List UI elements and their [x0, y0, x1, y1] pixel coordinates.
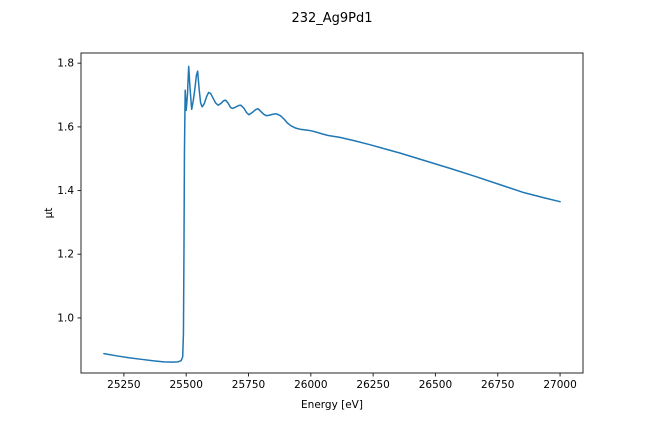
spectrum-line — [103, 65, 561, 363]
y-tick-label: 1.2 — [57, 249, 74, 261]
axis-ticks: 25250 25500 25750 26000 26250 26500 26750 27000… — [57, 58, 576, 391]
chart-title: 232_Ag9Pd1 — [291, 11, 372, 26]
y-tick-label: 1.6 — [57, 121, 74, 133]
x-tick-label: 26250 — [356, 379, 389, 391]
y-tick-label: 1.4 — [57, 185, 74, 197]
y-axis-label: μt — [43, 208, 55, 219]
x-tick-label: 25500 — [169, 379, 202, 391]
y-tick-label: 1.8 — [57, 58, 74, 70]
x-tick-label: 26750 — [481, 379, 514, 391]
x-tick-label: 26500 — [419, 379, 452, 391]
x-axis-label: Energy [eV] — [301, 399, 363, 411]
x-tick-label: 25250 — [107, 379, 140, 391]
plot-border — [80, 52, 584, 374]
x-tick-label: 27000 — [543, 379, 576, 391]
x-tick-label: 26000 — [294, 379, 327, 391]
data-series-group — [103, 65, 561, 363]
x-tick-label: 25750 — [232, 379, 265, 391]
y-tick-label: 1.0 — [57, 312, 74, 324]
